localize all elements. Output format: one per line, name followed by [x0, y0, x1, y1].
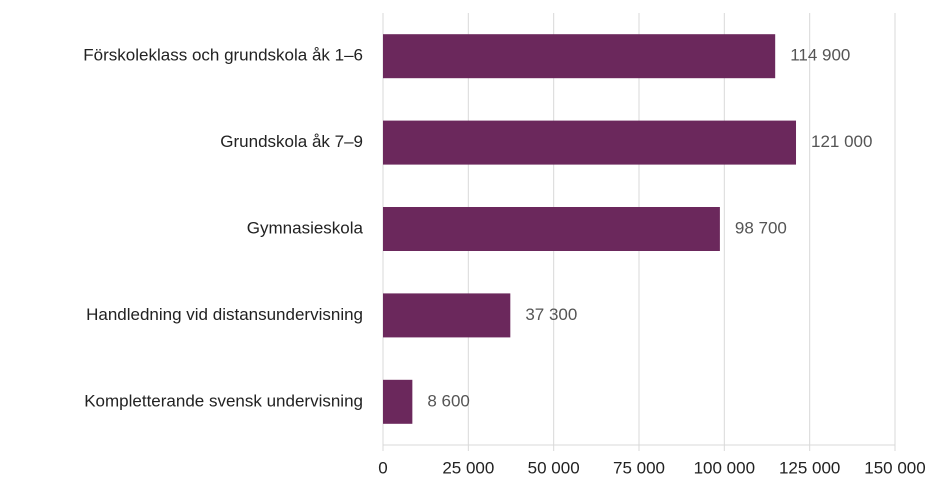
x-tick-label: 25 000 — [442, 458, 494, 477]
value-label: 121 000 — [811, 132, 872, 151]
x-tick-label: 50 000 — [528, 458, 580, 477]
value-label: 98 700 — [735, 218, 787, 237]
value-label: 114 900 — [790, 46, 850, 65]
bar — [383, 34, 776, 79]
x-tick-label: 100 000 — [694, 458, 755, 477]
value-label: 37 300 — [525, 305, 577, 324]
y-tick-label: Kompletterande svensk undervisning — [84, 391, 363, 410]
y-tick-label: Gymnasieskola — [247, 218, 364, 237]
y-tick-label: Förskoleklass och grundskola åk 1–6 — [83, 46, 363, 65]
bar — [383, 293, 511, 338]
bar — [383, 207, 720, 251]
bar — [383, 379, 413, 424]
y-tick-label: Grundskola åk 7–9 — [220, 132, 363, 151]
bar — [383, 120, 797, 165]
value-label: 8 600 — [427, 391, 470, 410]
x-tick-label: 150 000 — [864, 458, 925, 477]
x-tick-label: 125 000 — [779, 458, 840, 477]
x-tick-label: 0 — [378, 458, 387, 477]
y-tick-label: Handledning vid distansundervisning — [86, 305, 363, 324]
x-tick-label: 75 000 — [613, 458, 665, 477]
